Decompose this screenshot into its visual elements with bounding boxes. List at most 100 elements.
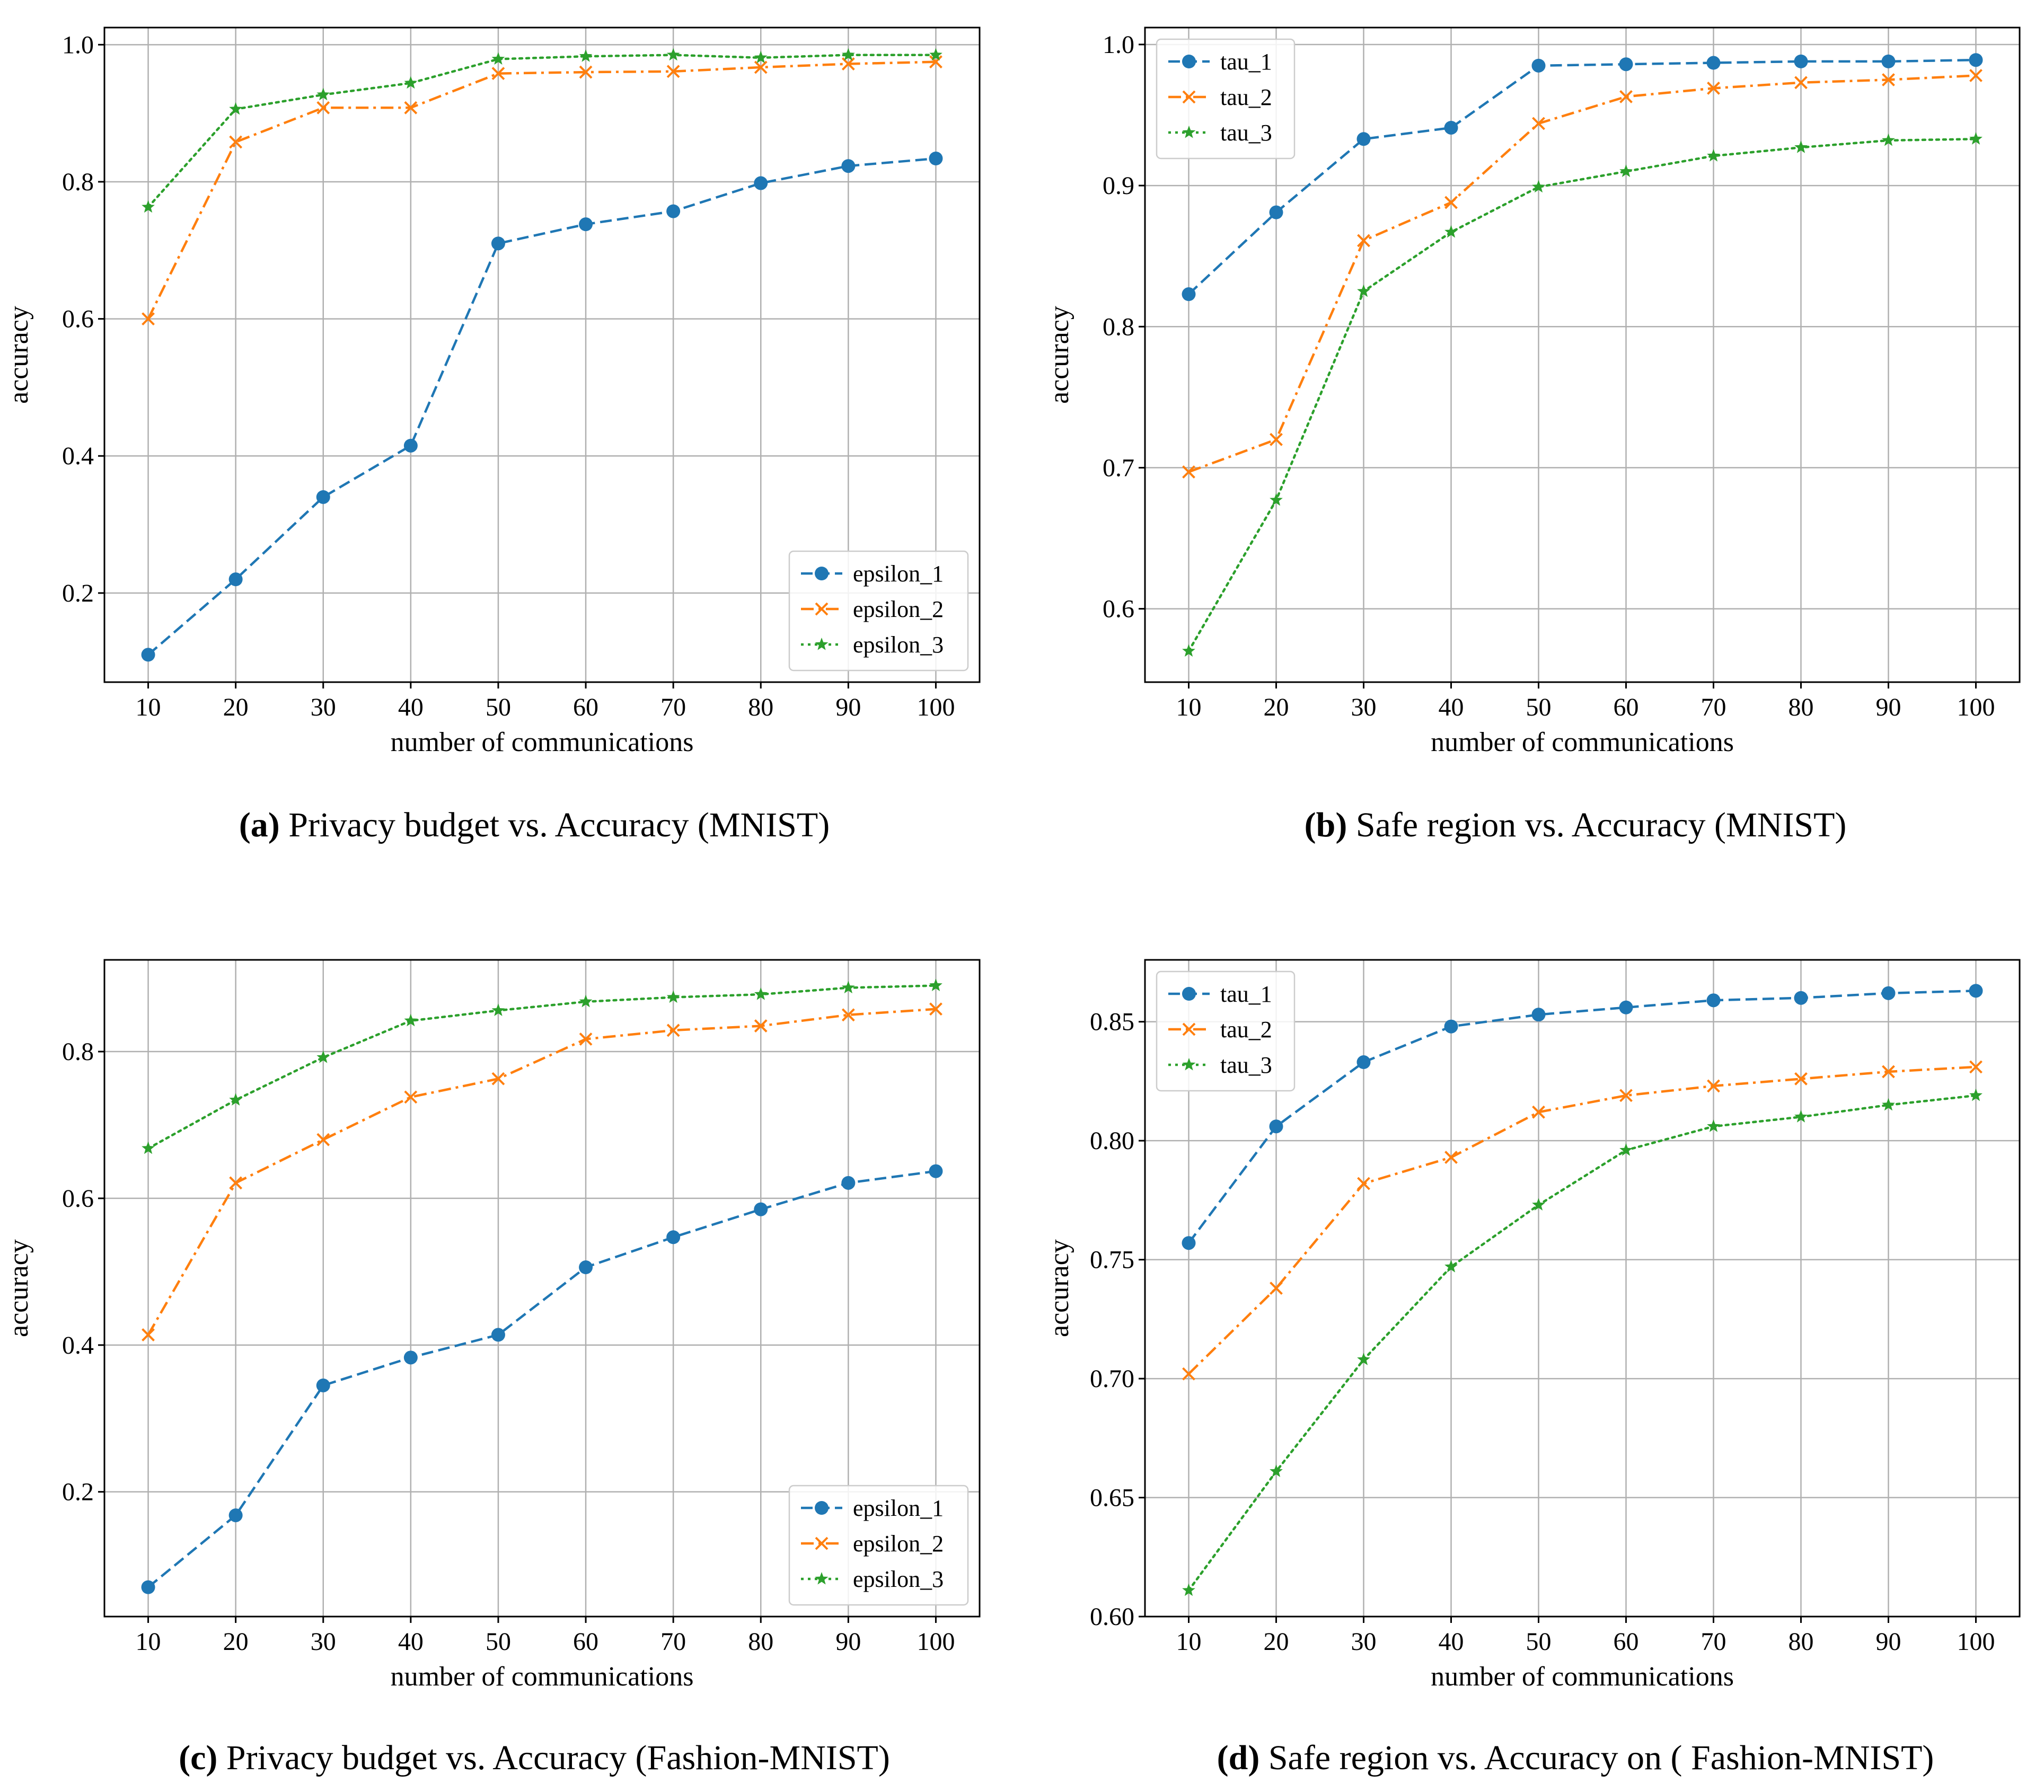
data-point-tau_3: [1882, 1098, 1895, 1111]
series-tau_3: [1182, 1088, 1983, 1596]
x-tick-label: 20: [223, 1628, 249, 1656]
data-point-tau_3: [1532, 180, 1545, 193]
data-point-epsilon_1: [754, 1202, 768, 1216]
x-tick-label: 80: [748, 1628, 773, 1656]
caption-b: (b) Safe region vs. Accuracy (MNIST): [1305, 806, 1847, 844]
x-axis-label: number of communications: [1431, 727, 1734, 757]
data-point-tau_1: [1706, 993, 1721, 1008]
data-point-tau_3: [1619, 1143, 1633, 1156]
data-point-tau_3: [1619, 164, 1633, 177]
legend-marker-epsilon_2: [815, 602, 829, 616]
data-point-tau_3: [1532, 1198, 1545, 1211]
x-tick-label: 100: [1957, 1628, 1995, 1656]
data-point-tau_2: [1444, 1151, 1458, 1164]
x-axis-label: number of communications: [391, 727, 694, 757]
data-point-epsilon_3: [142, 1141, 155, 1154]
legend-label: epsilon_2: [853, 596, 944, 622]
x-tick-label: 50: [486, 693, 511, 721]
data-point-epsilon_3: [229, 1093, 242, 1106]
data-point-epsilon_3: [316, 87, 330, 101]
legend-marker-epsilon_1: [815, 1501, 829, 1515]
axes-frame: [103, 27, 981, 683]
data-point-epsilon_1: [403, 1350, 418, 1365]
series-line: [147, 60, 936, 320]
data-point-tau_1: [1444, 120, 1458, 135]
legend-marker-tau_2: [1182, 1022, 1196, 1036]
data-point-epsilon_1: [579, 217, 593, 232]
x-tick-label: 70: [1701, 693, 1726, 721]
legend-entry-tau_3: tau_3: [1168, 120, 1272, 146]
data-point-tau_2: [1969, 69, 1983, 82]
data-point-epsilon_3: [579, 49, 593, 62]
legend-label: tau_2: [1220, 1017, 1272, 1043]
legend-entry-tau_2: tau_2: [1168, 1017, 1272, 1043]
x-tick-label: 10: [1176, 693, 1202, 721]
data-point-epsilon_2: [142, 312, 155, 326]
data-point-tau_1: [1969, 53, 1983, 67]
x-tick-label: 30: [1351, 693, 1377, 721]
data-point-tau_2: [1882, 1065, 1895, 1079]
x-tick-label: 80: [1788, 1628, 1814, 1656]
legend-label: epsilon_3: [853, 1566, 944, 1592]
chart-a: 10 20 30 40 50 60 70 80 90 100 0.2 0.4 0.6 0.8 1.0 numb…: [4, 27, 981, 844]
legend-label: epsilon_3: [853, 632, 944, 658]
data-point-epsilon_3: [229, 102, 242, 115]
y-tick-label: 0.2: [62, 579, 94, 607]
y-tick-label: 0.70: [1090, 1365, 1134, 1393]
chart-d: 10 20 30 40 50 60 70 80 90 100 0.60 0.65 0.70 0.75 0.8…: [1044, 959, 2021, 1777]
data-point-epsilon_3: [404, 76, 418, 89]
data-point-epsilon_2: [754, 1019, 768, 1033]
x-tick-label: 100: [917, 693, 955, 721]
x-tick-label: 90: [835, 1628, 861, 1656]
y-tick-label: 0.7: [1103, 454, 1134, 482]
series-line: [147, 54, 937, 209]
data-point-tau_3: [1707, 1119, 1720, 1132]
x-tick-label: 40: [398, 1628, 424, 1656]
legend-entry-epsilon_1: epsilon_1: [801, 1495, 944, 1521]
series-line: [1187, 58, 1976, 295]
data-point-epsilon_3: [842, 48, 855, 61]
data-point-tau_3: [1182, 644, 1195, 657]
data-point-epsilon_3: [404, 1013, 418, 1027]
data-point-epsilon_1: [491, 236, 505, 251]
data-point-epsilon_2: [754, 60, 768, 74]
data-point-tau_2: [1707, 82, 1720, 95]
series-line: [147, 157, 936, 656]
data-point-tau_2: [1270, 1282, 1283, 1295]
data-point-tau_1: [1794, 991, 1808, 1005]
data-point-epsilon_3: [666, 990, 680, 1003]
series-tau_1: [1182, 984, 1983, 1250]
x-tick-label: 60: [573, 1628, 598, 1656]
legend-entry-epsilon_3: epsilon_3: [801, 632, 944, 658]
y-tick-label: 0.8: [62, 168, 94, 196]
x-axis-label: number of communications: [391, 1662, 694, 1692]
series-line: [1188, 74, 1976, 473]
data-point-tau_2: [1532, 1105, 1545, 1119]
x-tick-label: 80: [748, 693, 773, 721]
x-tick-label: 30: [311, 693, 336, 721]
series-epsilon_2: [142, 55, 942, 326]
data-point-epsilon_2: [929, 55, 942, 69]
legend-label: epsilon_2: [853, 1531, 944, 1557]
data-point-tau_1: [1706, 56, 1721, 70]
caption-text: Privacy budget vs. Accuracy (MNIST): [280, 806, 830, 844]
y-tick-label: 0.9: [1103, 172, 1134, 200]
data-point-tau_1: [1531, 58, 1546, 73]
data-point-epsilon_1: [929, 1164, 943, 1178]
legend-entry-epsilon_1: epsilon_1: [801, 561, 944, 587]
x-tick-label: 50: [1526, 693, 1552, 721]
x-tick-label: 60: [1614, 1628, 1639, 1656]
data-point-tau_3: [1357, 1353, 1370, 1365]
y-tick-label: 0.75: [1090, 1246, 1134, 1274]
legend: epsilon_1 epsilon_2 epsilon_3: [788, 550, 969, 672]
y-tick-label: 1.0: [1103, 31, 1134, 59]
x-axis-label: number of communications: [1431, 1662, 1734, 1692]
data-point-epsilon_2: [316, 1133, 330, 1146]
data-point-epsilon_3: [754, 50, 768, 64]
x-tick-label: 10: [136, 693, 161, 721]
grid: [104, 28, 980, 682]
x-tick-label: 90: [1876, 693, 1901, 721]
data-point-tau_2: [1794, 1072, 1808, 1085]
